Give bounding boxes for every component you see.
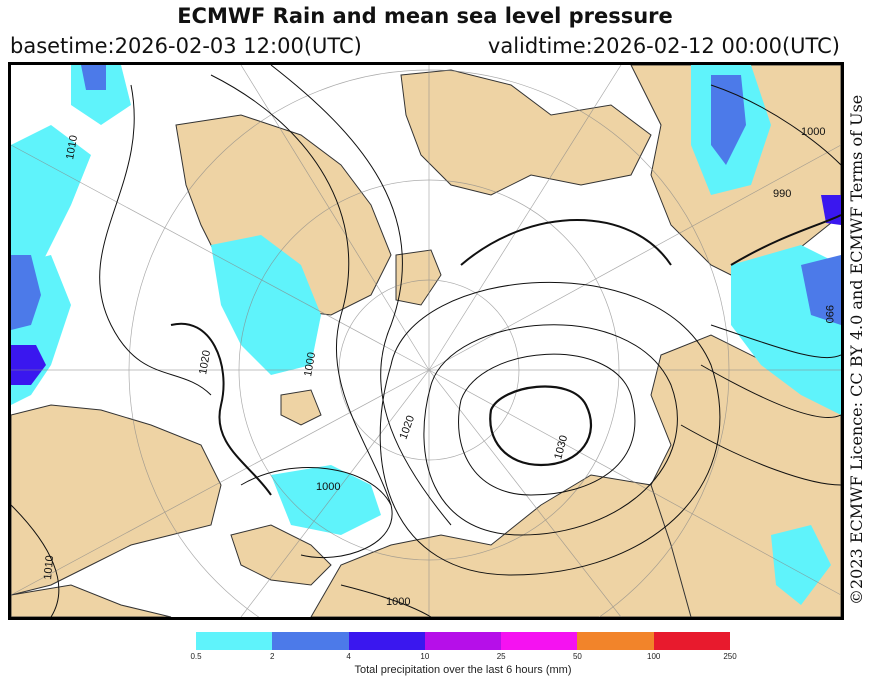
isobar-label: 990 [823,305,835,323]
precip-barents [271,465,381,535]
isobar-east-lines [710,324,841,359]
land-southwest [11,404,222,596]
isobar-label: 1010 [42,555,56,580]
isobar-high-right [460,219,672,266]
legend-tick: 0.5 [190,652,202,661]
isobar-ring-2 [423,324,678,536]
isobar-ring-1 [458,353,636,496]
isobar-top-curve [210,74,392,506]
precipitation-legend [196,632,730,650]
isobar-label: 1030 [552,434,570,461]
legend-tick: 50 [572,652,582,661]
land-svalbard [280,389,322,426]
legend-tick: 25 [496,652,506,661]
legend-tick: 2 [270,652,275,661]
legend-swatch [348,632,425,650]
isobar-ring-3 [379,282,721,576]
isobar-label: 1000 [316,481,340,493]
legend-tick: 10 [420,652,430,661]
legend-swatch [196,632,273,650]
precip-northwest-core [81,65,106,90]
isobar-label: 990 [773,188,791,200]
isobar-label: 1000 [386,596,410,608]
isobar-label: 1020 [398,414,418,441]
precip-east-top-heavy [711,75,746,165]
isobar-southwest [11,504,60,617]
precip-east-heavy [801,255,841,325]
legend-swatch [424,632,502,650]
legend-swatch [272,632,349,650]
forecast-map[interactable]: 1010 1000 1010 1020 1030 1000 1000 990 1… [8,62,844,620]
isobar-label: 1020 [197,349,213,375]
isobar-labels: 1010 1000 1010 1020 1030 1000 1000 990 1… [42,126,835,608]
precip-southeast [771,525,831,605]
isobar-east-lines-3 [680,424,841,486]
graticule [11,65,841,617]
legend-swatch [577,632,654,650]
precip-west-heavy-2 [11,345,46,385]
land-southwest-lower [11,584,172,617]
precip-west-heavy [11,255,41,330]
isobar-east-lines-2 [700,364,841,419]
isobar-label: 1000 [801,126,825,138]
isobars [11,65,841,617]
isobar-label: 1000 [302,351,318,377]
legend-ticks: 0.5 2 4 10 25 50 100 250 [190,652,736,664]
legend-tick: 100 [647,652,661,661]
isobar-high-center [489,385,592,467]
isobar-upper-left [99,84,212,396]
precip-greenland-sea [211,235,321,375]
map-canvas: 1010 1000 1010 1020 1030 1000 1000 990 1… [11,65,841,617]
precipitation-areas [11,65,841,605]
isobar-1000-west [170,322,272,496]
map-title: ECMWF Rain and mean sea level pressure [177,4,673,28]
isobar-east-1000 [710,84,841,166]
precip-west [11,125,91,285]
land-islands-small [395,249,442,306]
isobar-1000-barents [240,467,393,559]
legend-tick: 250 [723,652,737,661]
legend-swatch [653,632,730,650]
legend-caption: Total precipitation over the last 6 hour… [354,664,572,676]
licence-text: ©2023 ECMWF Licence: CC BY 4.0 and ECMWF… [847,94,866,605]
isobar-south-1000 [340,584,432,617]
legend-swatch [501,632,578,650]
legend-tick: 4 [346,652,351,661]
validtime-label: validtime:2026-02-12 00:00(UTC) [487,34,840,58]
isobar-label: 1010 [64,134,80,160]
isobar-east-990 [730,214,841,266]
land-novaya [230,524,332,586]
basetime-label: basetime:2026-02-03 12:00(UTC) [10,34,362,58]
land-arctic-islands [400,69,652,196]
isobar-top-curve-2 [270,65,452,526]
